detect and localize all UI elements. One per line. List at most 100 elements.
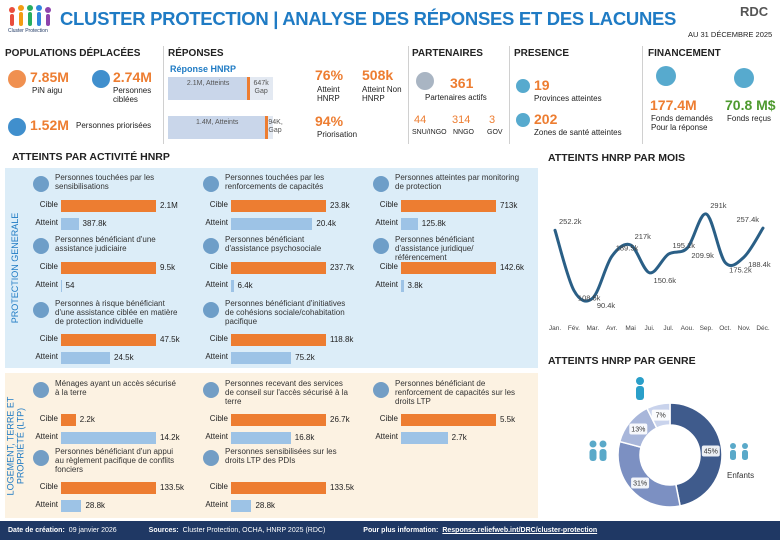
value-label: 217k: [635, 232, 652, 241]
kpi-value: 177.4M: [650, 97, 697, 113]
value-label: 189.5k: [616, 244, 639, 253]
footer-link[interactable]: Response.reliefweb.int/DRC/cluster-prote…: [442, 527, 598, 534]
kpi-label: Personnes ciblées: [113, 86, 152, 104]
bar-label: 2.1M, Atteints: [186, 80, 230, 87]
row-label: Atteint: [205, 432, 228, 441]
logo: [9, 5, 51, 26]
country: RDC: [740, 4, 769, 19]
activity-label: Personnes touchées par les renforcements…: [225, 173, 325, 191]
target-bar: [61, 414, 76, 426]
reached-bar: [168, 116, 267, 139]
value-label: 133.5k: [160, 483, 185, 492]
kpi-value: 3: [489, 114, 496, 126]
row-label: Cible: [39, 262, 58, 271]
icon: [33, 302, 49, 318]
icon: [33, 238, 49, 254]
donut-slice: [617, 440, 682, 508]
x-tick-label: Jul.: [663, 325, 673, 332]
target-bar: [61, 200, 156, 212]
value-label: 175.2k: [729, 265, 752, 274]
row-label: Atteint: [375, 432, 398, 441]
x-tick-label: Jan.: [549, 325, 561, 332]
value-label: 142.6k: [500, 263, 525, 272]
icon: [203, 302, 219, 318]
kpi-label: Fonds reçus: [727, 114, 772, 123]
activity-label: Personnes atteintes par monitoring de pr…: [395, 173, 520, 191]
icon: [416, 72, 434, 90]
reached-bar: [61, 432, 156, 444]
section-title: RÉPONSES: [168, 48, 224, 59]
kpi-label: Provinces atteintes: [534, 94, 602, 103]
kpi-value: 202: [534, 111, 558, 127]
value-label: 26.7k: [330, 415, 350, 424]
value-label: 31%: [633, 481, 647, 488]
gap-bar: [248, 77, 273, 100]
value-label: 150.6k: [654, 276, 677, 285]
chart-title: ATTEINTS HNRP PAR GENRE: [548, 355, 696, 367]
date: AU 31 DÉCEMBRE 2025: [688, 30, 773, 39]
value-label: 90.4k: [597, 301, 616, 310]
icon: [516, 79, 530, 93]
value-label: 291k: [710, 201, 727, 210]
logo-text: Cluster Protection: [8, 28, 48, 34]
target-bar: [61, 482, 156, 494]
kpi-value: 2.74M: [113, 69, 152, 85]
icon: [516, 113, 530, 127]
activity-label: Personnes touchées par les sensibilisati…: [55, 173, 155, 191]
section-subtitle: Réponse HNRP: [170, 64, 237, 74]
donut-slice: [669, 402, 723, 507]
x-tick-label: Mar.: [586, 325, 599, 332]
row-label: Atteint: [35, 432, 58, 441]
value-label: 47.5k: [160, 335, 180, 344]
icon: [33, 176, 49, 192]
target-bar: [61, 262, 156, 274]
activity-label: Ménages ayant un accès sécurisé à la ter…: [55, 379, 176, 397]
x-tick-label: Avr.: [606, 325, 617, 332]
row-label: Cible: [39, 482, 58, 491]
activity-label: Personnes bénéficiant d'un appui au règl…: [55, 447, 175, 474]
row-label: Cible: [209, 414, 228, 423]
target-bar: [231, 262, 326, 274]
icon: [92, 70, 110, 88]
value-label: 14.2k: [160, 433, 180, 442]
x-tick-label: Déc.: [756, 325, 770, 332]
icon: [589, 440, 748, 461]
group-label: PROTECTION GENERALE: [9, 212, 20, 324]
value-label: 13%: [631, 426, 645, 433]
row-label: Cible: [209, 262, 228, 271]
footer: Date de création: 09 janvier 2026 Source…: [0, 521, 780, 540]
footer-label: Pour plus information:: [363, 527, 439, 534]
value-label: 2.7k: [451, 433, 467, 442]
bar-marker: [246, 77, 250, 100]
section-title: POPULATIONS DÉPLACÉES: [5, 48, 141, 59]
value-label: 188.4k: [748, 260, 771, 269]
reached-bar: [231, 218, 313, 230]
value-label: 252.2k: [559, 217, 582, 226]
reached-bar: [401, 432, 448, 444]
reached-bar: [231, 500, 252, 512]
row-label: Cible: [39, 200, 58, 209]
value-label: 28.8k: [255, 501, 276, 510]
value-label: 45%: [704, 448, 718, 455]
activity-label: Personnes bénéficiant d'une assistance j…: [55, 235, 156, 253]
bar-label: 94K, Gap: [268, 119, 283, 134]
activity-label: Personnes bénéficiant d'initiatives de c…: [225, 299, 346, 326]
icon: [373, 382, 389, 398]
title: CLUSTER PROTECTION | ANALYSE DES RÉPONSE…: [60, 8, 677, 29]
activity-label: Personnes bénéficiant d'assistance jurid…: [395, 235, 475, 262]
separator: [509, 46, 510, 144]
kpi-label: Personnes priorisées: [76, 121, 152, 130]
value-label: 118.8k: [330, 335, 354, 344]
row-label: Atteint: [35, 352, 58, 361]
kpi-value: 44: [414, 114, 427, 126]
value-label: 3.8k: [407, 281, 423, 290]
icon: [373, 176, 389, 192]
kpi-label: Atteint Non HNRP: [362, 85, 402, 103]
reached-bar: [61, 280, 62, 292]
target-bar: [401, 262, 496, 274]
reached-bar: [231, 352, 292, 364]
icon: [636, 377, 644, 400]
activity-label: Personnes à risque bénéficiant d'une ass…: [55, 299, 178, 326]
reached-bar: [401, 218, 418, 230]
